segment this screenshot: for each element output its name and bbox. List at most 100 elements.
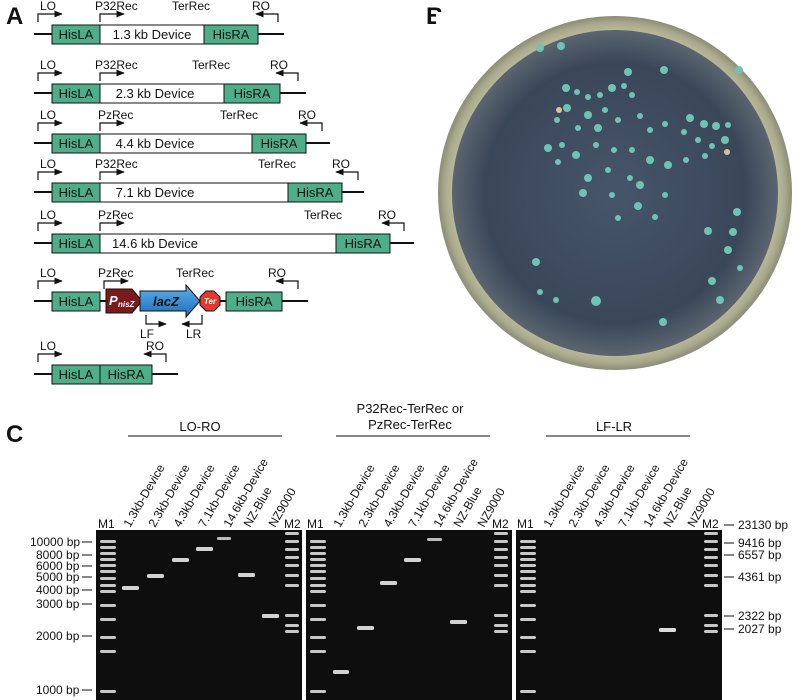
ro-label: RO [146,339,164,353]
group-title-pcr-line1: P32Rec-TerRec or [357,401,465,416]
gel-band [262,614,279,618]
gel-band [100,546,116,549]
gel-band [196,547,213,551]
colony [585,94,591,100]
lo-arrow [37,277,63,289]
left-arm-label: HisLA [59,136,94,151]
gel-band [520,650,536,653]
ladder-label: 6557 bp [738,548,782,562]
ladder-label: 2322 bp [738,609,782,623]
colony [555,159,561,165]
gel-band [285,532,299,535]
colony [562,84,570,92]
gel-band [310,546,326,549]
gel-band [520,636,536,639]
colony [554,117,560,123]
ladder-label: 23130 bp [738,518,788,532]
gel-band [704,574,718,577]
lf-label: LF [140,327,154,341]
ro-label: RO [252,0,270,13]
promoter-arrow [99,10,125,22]
gel-band [704,614,718,617]
gel-band [310,558,326,561]
ladder-label: 1000 bp [36,683,80,697]
device-label: 2.3 kb Device [116,86,195,101]
gel-band [494,574,508,577]
gel-band [100,552,116,555]
ladder-label: 10000 bp [30,535,80,549]
gel-band [380,581,397,585]
left-arm-label: HisLA [59,367,94,382]
promoter-p-label: P [109,293,118,308]
colony [724,149,730,155]
ro-label: RO [378,208,396,222]
ro-arrow [335,168,359,180]
right-arm [225,291,283,312]
left-arm [51,291,101,312]
construct-lacz: HisLA P nisZ lacZ Ter HisRA LO PzRec Ter… [34,266,308,341]
colony [662,192,668,198]
gel-band [704,556,718,559]
promoter-sub-label: nisZ [118,300,136,309]
gel-band [494,630,508,633]
colony [721,136,729,144]
ladder-label: 8000 bp [36,548,80,562]
gel-band [520,558,536,561]
marker-m2-label: M2 [284,517,301,531]
colony [695,137,701,143]
gel-band [147,574,164,578]
promoter-arrow [103,277,129,289]
gel-band [285,540,299,543]
agar-surface [452,30,778,356]
ro-arrow [381,219,405,231]
colony [725,122,731,128]
gel-band [494,624,508,627]
ro-label: RO [270,58,288,72]
ladder-label: 3000 bp [36,597,80,611]
colony [597,92,603,98]
promoter-arrow [99,119,125,131]
colony [615,215,621,221]
gel-band [494,548,508,551]
gel-band [310,577,326,580]
gel-band [100,690,116,693]
right-arm [223,83,281,104]
group-title-lf-lr: LF-LR [596,419,632,434]
gel-band [217,537,231,540]
colony [652,214,658,220]
gel-band [310,552,326,555]
colony [572,151,580,159]
ro-arrow [275,69,299,81]
colony [544,144,552,152]
gel-band [310,636,326,639]
gel-band [310,650,326,653]
colony [579,189,587,197]
gel-image-3 [516,530,722,700]
gel-band [333,670,349,674]
lo-label: LO [40,157,56,171]
colony [537,289,543,295]
construct-5: HisLA 14.6 kb Device HisRA LO PzRec TerR… [34,208,414,254]
ro-label: RO [332,157,350,171]
left-arm-label: HisLA [59,27,94,42]
gel-band [704,548,718,551]
group-title-lo-ro: LO-RO [179,419,220,434]
gel-band [100,540,116,543]
colony [733,208,741,216]
lo-label: LO [40,108,56,122]
petri-dish [436,12,800,390]
gel-band [172,558,189,562]
promoter-arrow [99,69,125,81]
right-arm-label: HisRA [345,236,382,251]
colony [712,122,720,130]
gel-band [450,620,467,624]
right-ladder-labels: 23130 bp 9416 bp 6557 bp 4361 bp 2322 bp… [724,518,788,636]
colony [664,161,672,169]
ladder-label: 4361 bp [738,570,782,584]
gel-band [520,546,536,549]
gel-band [100,584,116,587]
gel-band [310,618,326,621]
colony [602,107,608,113]
gel-band [310,604,326,607]
